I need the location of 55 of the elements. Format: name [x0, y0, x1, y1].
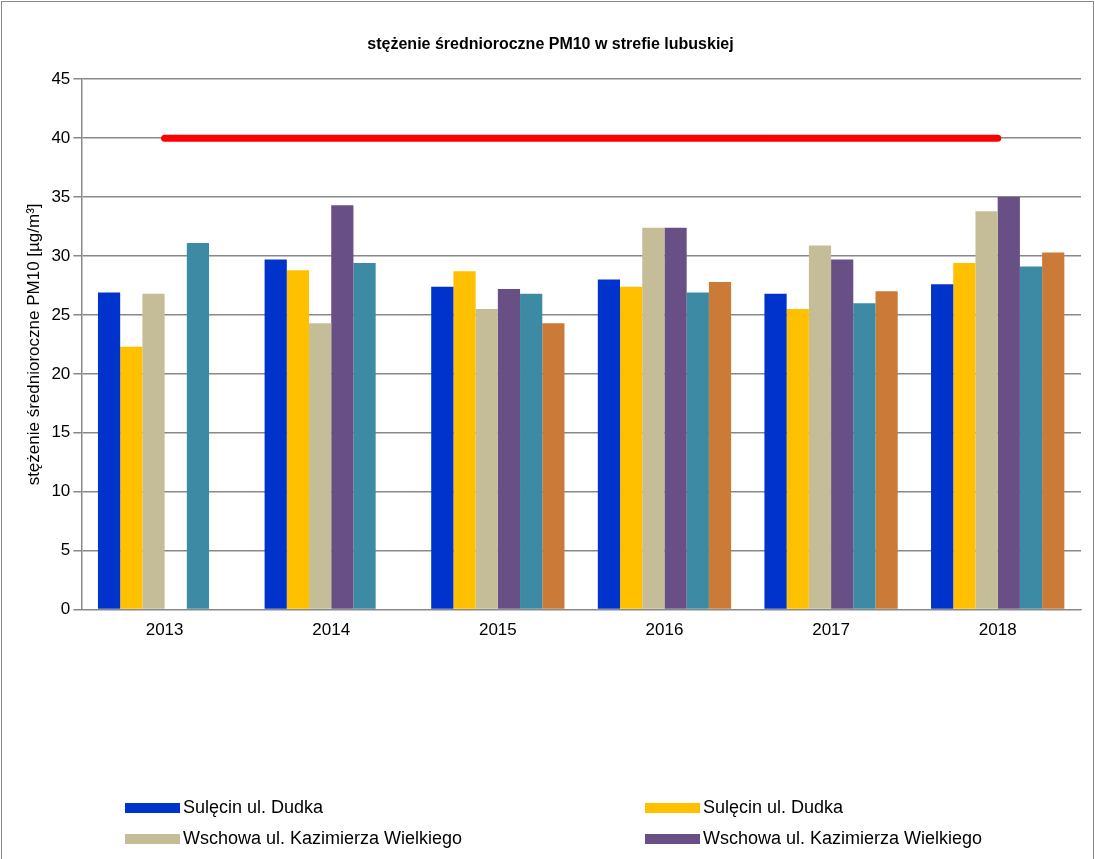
bar [431, 286, 454, 609]
y-tick-label: 30 [51, 245, 71, 265]
bar [97, 292, 121, 609]
bar [831, 259, 854, 609]
x-tick-label: 2014 [312, 620, 351, 640]
legend-label: Wschowa ul. Kazimierza Wielkiego [183, 828, 463, 849]
bar [975, 211, 998, 609]
bar [642, 227, 665, 609]
bar [786, 309, 809, 609]
y-tick-label: 10 [51, 481, 71, 501]
x-tick-label: 2013 [145, 620, 184, 640]
y-tick-label: 5 [60, 540, 71, 560]
y-tick-label: 45 [51, 68, 71, 88]
bar [686, 292, 709, 609]
bar [708, 281, 732, 609]
bar [497, 289, 521, 609]
bar [331, 205, 354, 609]
x-tick-label: 2018 [978, 620, 1017, 640]
bar [875, 291, 898, 609]
bar [1019, 266, 1043, 609]
bar [764, 293, 787, 609]
x-tick-label: 2015 [478, 620, 517, 640]
bar [142, 293, 165, 609]
y-axis-title: stężenie średnioroczne PM10 [µg/m³] [23, 203, 43, 486]
bar [475, 309, 498, 609]
bar [1042, 252, 1065, 609]
bar [931, 284, 954, 609]
x-tick-label: 2016 [645, 620, 684, 640]
bar [453, 271, 476, 609]
bar [853, 303, 876, 609]
y-tick-label: 15 [51, 422, 71, 442]
bar [542, 323, 565, 609]
y-tick-label: 35 [51, 186, 71, 206]
bar [264, 259, 287, 609]
bar [997, 197, 1020, 609]
bar [120, 346, 143, 609]
bar [620, 286, 643, 609]
bar [597, 279, 621, 609]
bar [808, 245, 832, 609]
y-tick-label: 40 [51, 127, 71, 147]
bar [953, 263, 976, 609]
legend-label: Wschowa ul. Kazimierza Wielkiego [703, 828, 983, 849]
x-tick-label: 2017 [812, 620, 850, 640]
y-tick-label: 20 [51, 363, 71, 383]
chart-title: stężenie średnioroczne PM10 w strefie lubuskiej [367, 35, 734, 53]
legend-label: Sulęcin ul. Dudka [703, 797, 844, 818]
bar [664, 227, 687, 609]
bar [309, 323, 332, 609]
y-tick-label: 25 [51, 304, 71, 324]
bar [286, 270, 310, 609]
bar [353, 263, 376, 609]
bar [186, 243, 210, 609]
legend-label: Sulęcin ul. Dudka [183, 797, 324, 818]
bar [520, 293, 543, 609]
y-tick-label: 0 [60, 599, 71, 619]
